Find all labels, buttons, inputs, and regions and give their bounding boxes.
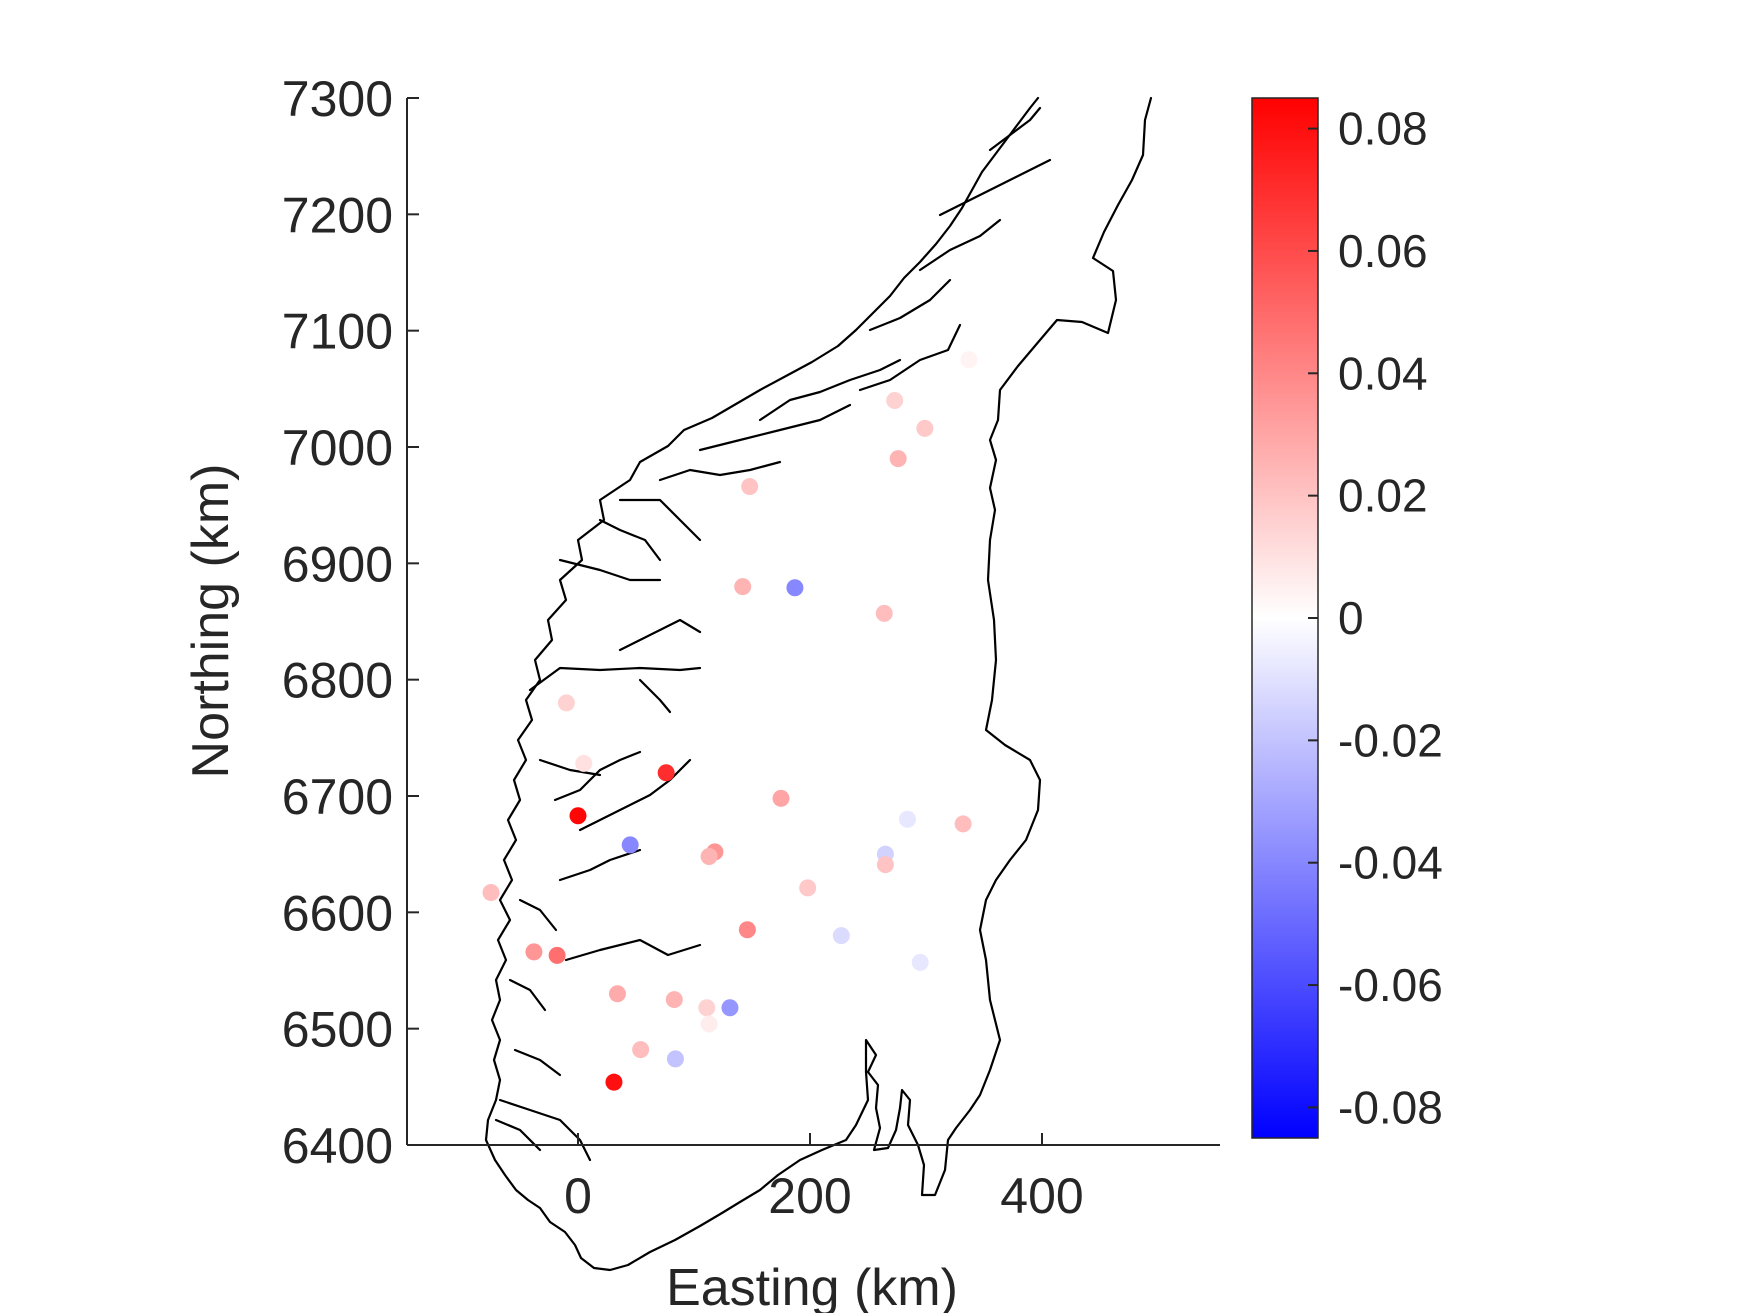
- colorbar: -0.08 -0.06 -0.04 -0.02 0 0.02 0.04 0.06 0.08: [1252, 98, 1443, 1138]
- station-point: [549, 947, 566, 964]
- x-ticks: 0 200 400: [564, 1133, 1084, 1224]
- station-point: [632, 1041, 649, 1058]
- y-tick-label: 6900: [282, 536, 393, 592]
- y-tick-label: 7300: [282, 71, 393, 127]
- x-tick-label: 400: [1000, 1168, 1083, 1224]
- station-point: [666, 991, 683, 1008]
- x-tick-label: 0: [564, 1168, 592, 1224]
- station-markers: [483, 351, 978, 1090]
- x-tick-label: 200: [768, 1168, 851, 1224]
- station-point: [741, 478, 758, 495]
- station-point: [912, 954, 929, 971]
- y-tick-label: 7200: [282, 187, 393, 243]
- colorbar-tick-label: -0.04: [1338, 837, 1443, 889]
- station-point: [877, 856, 894, 873]
- colorbar-tick-label: 0.08: [1338, 103, 1428, 155]
- y-tick-label: 6800: [282, 653, 393, 709]
- y-tick-label: 6400: [282, 1118, 393, 1174]
- y-ticks: 6400 6500 6600 6700 6800 6900 7000 7100 7200 7300: [282, 71, 419, 1174]
- y-tick-label: 6700: [282, 769, 393, 825]
- station-point: [570, 807, 587, 824]
- station-point: [899, 811, 916, 828]
- station-point: [799, 879, 816, 896]
- coastline-main-path: [486, 98, 1151, 1270]
- y-axis-title: Northing (km): [182, 464, 240, 779]
- colorbar-tick-label: -0.08: [1338, 1081, 1443, 1133]
- x-axis-title: Easting (km): [666, 1259, 958, 1313]
- colorbar-tick-label: -0.02: [1338, 714, 1443, 766]
- station-point: [786, 579, 803, 596]
- station-point: [773, 790, 790, 807]
- y-tick-label: 7100: [282, 304, 393, 360]
- colorbar-tick-label: 0: [1338, 592, 1364, 644]
- norway-coastline-outline: [486, 98, 1151, 1270]
- station-point: [739, 921, 756, 938]
- station-point: [955, 815, 972, 832]
- colorbar-tick-label: 0.04: [1338, 347, 1428, 399]
- station-point: [575, 755, 592, 772]
- station-point: [886, 392, 903, 409]
- station-point: [833, 927, 850, 944]
- colorbar-ticks: -0.08 -0.06 -0.04 -0.02 0 0.02 0.04 0.06 0.08: [1308, 103, 1443, 1134]
- station-point: [622, 836, 639, 853]
- colorbar-tick-label: 0.06: [1338, 225, 1428, 277]
- station-point: [483, 884, 500, 901]
- station-point: [916, 420, 933, 437]
- station-point: [876, 605, 893, 622]
- axes: 6400 6500 6600 6700 6800 6900 7000 7100 7200 7300…: [182, 71, 1220, 1313]
- station-point: [734, 578, 751, 595]
- fjord-details: [496, 108, 1050, 1160]
- station-point: [721, 999, 738, 1016]
- station-point: [701, 1016, 718, 1033]
- station-point: [525, 943, 542, 960]
- y-tick-label: 6500: [282, 1002, 393, 1058]
- station-point: [701, 848, 718, 865]
- station-point: [609, 985, 626, 1002]
- station-point: [667, 1050, 684, 1067]
- colorbar-tick-label: 0.02: [1338, 470, 1428, 522]
- station-point: [960, 351, 977, 368]
- station-point: [658, 764, 675, 781]
- station-point: [890, 450, 907, 467]
- station-point: [558, 694, 575, 711]
- colorbar-tick-label: -0.06: [1338, 959, 1443, 1011]
- station-point: [605, 1074, 622, 1091]
- y-tick-label: 7000: [282, 420, 393, 476]
- y-tick-label: 6600: [282, 885, 393, 941]
- station-point: [698, 999, 715, 1016]
